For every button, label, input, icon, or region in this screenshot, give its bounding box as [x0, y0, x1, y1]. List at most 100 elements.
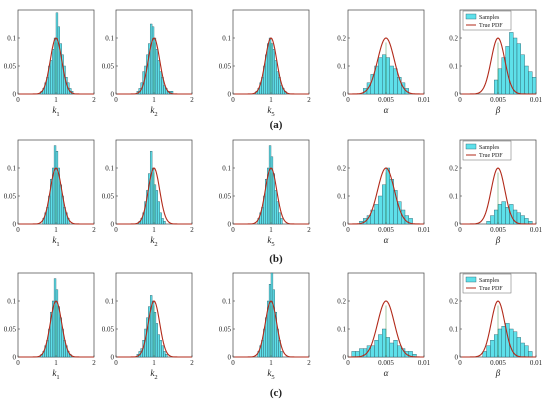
- histogram-bar: [165, 354, 168, 358]
- x-tick-label: 1: [269, 96, 273, 104]
- y-tick-label: 0.05: [102, 63, 115, 71]
- y-tick-label: 0.1: [337, 193, 346, 201]
- x-axis-label: k2: [150, 235, 157, 248]
- histogram-bar: [155, 49, 158, 95]
- x-axis-label-subscript: 1: [56, 241, 59, 248]
- x-tick-label: 0.005: [378, 96, 394, 104]
- x-tick-label: 1: [152, 359, 156, 367]
- row-label: (b): [269, 253, 283, 265]
- histogram-bar: [397, 345, 402, 358]
- x-axis-label-subscript: 5: [271, 374, 274, 381]
- histogram-bar: [497, 328, 502, 358]
- histogram-bar: [159, 212, 162, 225]
- x-axis-label-symbol: α: [384, 368, 389, 378]
- y-tick-label: 0.05: [4, 193, 17, 201]
- x-axis-label-symbol: k: [52, 368, 57, 378]
- histogram-bar: [497, 204, 502, 225]
- x-tick-label: 0: [16, 226, 20, 234]
- y-tick-label: 0: [111, 91, 115, 99]
- x-tick-label: 2: [92, 226, 96, 234]
- x-tick-label: 0.005: [490, 96, 506, 104]
- x-axis-label-subscript: 1: [56, 374, 59, 381]
- x-axis-label-subscript: 5: [271, 241, 274, 248]
- x-tick-label: 0: [346, 226, 350, 234]
- histogram-bar: [382, 184, 387, 225]
- x-axis-label-subscript: 2: [154, 111, 157, 118]
- y-tick-label: 0.2: [337, 165, 346, 173]
- y-tick-label: 0.05: [4, 63, 17, 71]
- panel-a-k1: 0 0.05 0.1 0 1 2 k1: [4, 9, 96, 118]
- panel-b-beta: 0 0.1 0.2 0 0.005 0.01 β Samples True PDF: [449, 139, 543, 245]
- histogram-bar: [272, 289, 275, 358]
- y-tick-label: 0.1: [105, 165, 114, 173]
- true-pdf-curve: [18, 37, 94, 95]
- histogram-bar: [274, 190, 277, 225]
- histogram-bar: [494, 79, 499, 95]
- legend-label-samples: Samples: [479, 278, 500, 284]
- panel-c-beta: 0 0.1 0.2 0 0.005 0.01 β Samples True PDF: [449, 272, 543, 378]
- histogram-bar: [374, 340, 379, 358]
- histogram-bar: [516, 337, 521, 358]
- x-tick-label: 0: [16, 359, 20, 367]
- y-tick-label: 0.2: [337, 35, 346, 43]
- histogram-bar: [486, 345, 491, 358]
- histogram-bar: [389, 65, 394, 95]
- histogram-bar: [149, 23, 153, 95]
- y-tick-label: 0: [13, 354, 17, 362]
- histogram-bar: [385, 167, 390, 225]
- y-tick-label: 0: [13, 221, 17, 229]
- histogram-bar: [532, 76, 537, 95]
- histogram-bar: [370, 345, 375, 358]
- legend-swatch-samples: [465, 276, 477, 283]
- histogram-bar: [272, 173, 275, 225]
- legend-swatch-samples: [465, 143, 477, 150]
- x-axis-label-symbol: β: [495, 105, 501, 115]
- histogram-bar: [524, 345, 529, 358]
- histogram-bar: [524, 218, 529, 225]
- x-axis-label-symbol: α: [384, 235, 389, 245]
- x-axis-label-symbol: k: [267, 105, 272, 115]
- x-axis-label: α: [384, 368, 389, 378]
- x-tick-label: 0.005: [378, 359, 394, 367]
- x-tick-label: 1: [152, 226, 156, 234]
- y-tick-label: 0.1: [337, 326, 346, 334]
- x-tick-label: 0: [346, 96, 350, 104]
- x-axis-label-subscript: 2: [154, 241, 157, 248]
- y-tick-label: 0: [111, 221, 115, 229]
- x-axis-label: k1: [52, 368, 59, 381]
- row-label: (a): [270, 119, 283, 131]
- panel-b-k1: 0 0.05 0.1 0 1 2 k1: [4, 139, 96, 248]
- row-label: (c): [270, 387, 283, 399]
- histogram-bar: [528, 351, 533, 358]
- true-pdf-curve: [116, 167, 192, 225]
- x-axis-label: α: [384, 105, 389, 115]
- histogram-bar: [408, 218, 413, 225]
- histogram-bar: [278, 212, 281, 225]
- x-axis-label-symbol: k: [150, 368, 155, 378]
- x-tick-label: 2: [307, 226, 311, 234]
- x-tick-label: 2: [92, 96, 96, 104]
- x-tick-label: 0: [231, 226, 235, 234]
- histogram-bar: [494, 334, 499, 358]
- y-tick-label: 0.2: [337, 298, 346, 306]
- x-tick-label: 0: [16, 96, 20, 104]
- x-axis-label: k2: [150, 368, 157, 381]
- y-tick-label: 0.1: [449, 63, 458, 71]
- histogram-bar: [163, 220, 166, 225]
- legend: Samples True PDF: [462, 273, 512, 294]
- x-axis-label-symbol: k: [52, 235, 57, 245]
- x-tick-label: 1: [54, 96, 58, 104]
- x-axis-label: k1: [52, 235, 59, 248]
- x-tick-label: 0: [458, 226, 462, 234]
- y-tick-label: 0.1: [337, 63, 346, 71]
- y-tick-label: 0.05: [219, 193, 232, 201]
- y-tick-label: 0: [455, 221, 459, 229]
- panel-c-k5: 0 0.05 0.1 0 1 2 k5: [219, 272, 311, 381]
- x-axis-label-symbol: α: [384, 105, 389, 115]
- x-tick-label: 0: [114, 226, 118, 234]
- true-pdf-curve: [348, 167, 424, 225]
- true-pdf-curve: [18, 167, 94, 225]
- y-tick-label: 0: [455, 354, 459, 362]
- histogram-bar: [524, 65, 529, 95]
- x-axis-label-subscript: 5: [271, 111, 274, 118]
